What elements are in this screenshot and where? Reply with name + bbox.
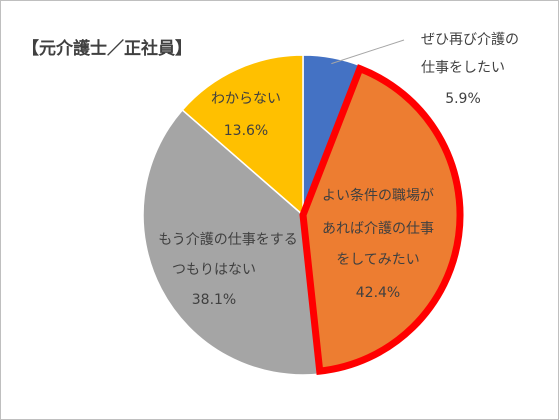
pie-slice-2 <box>142 108 321 376</box>
slice-0-label-line-1: 仕事をしたい <box>421 60 505 76</box>
chart-title: 【元介護士／正社員】 <box>22 38 192 59</box>
slice-1-value-label: 42.4% <box>356 285 400 301</box>
slice-2-label-line-0: もう介護の仕事をする <box>158 232 298 248</box>
leader-line-0 <box>331 39 405 65</box>
slice-0-label-line-0: ぜひ再び介護の <box>421 32 519 48</box>
slice-0-value-label: 5.9% <box>445 91 481 107</box>
highlight-outline <box>299 64 464 375</box>
slice-label-1: よい条件の職場が あれば介護の仕事 をしてみたい 42.4% <box>322 187 434 301</box>
slice-1-label-line-1: あれば介護の仕事 <box>322 221 434 237</box>
slice-2-value-label: 38.1% <box>192 292 236 308</box>
slice-label-3: わからない 13.6% <box>211 91 281 139</box>
slice-1-label-line-0: よい条件の職場が <box>322 187 434 204</box>
slice-3-label-line-0: わからない <box>211 91 281 107</box>
slice-label-2: もう介護の仕事をする つもりはない 38.1% <box>158 232 298 308</box>
slice-label-0: ぜひ再び介護の 仕事をしたい 5.9% <box>421 32 519 107</box>
slice-3-value-label: 13.6% <box>224 123 268 139</box>
pie-slice-3 <box>181 54 304 217</box>
slice-2-label-line-1: つもりはない <box>172 262 256 278</box>
slice-1-label-line-2: をしてみたい <box>336 252 420 268</box>
